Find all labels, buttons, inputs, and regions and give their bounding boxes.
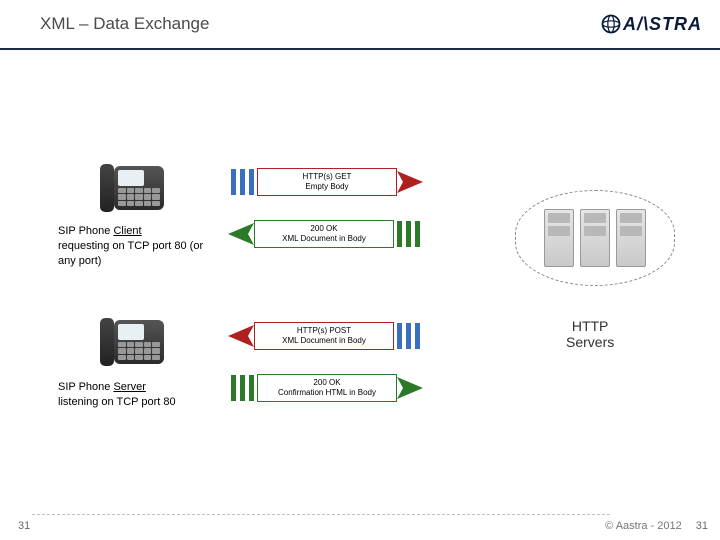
- server-cluster-label: HTTP Servers: [566, 318, 614, 350]
- msg-http-get: HTTP(s) GETEmpty Body: [228, 168, 423, 196]
- server-icon: [580, 209, 610, 267]
- caption-rest: requesting on TCP port 80 (or any port): [58, 240, 203, 267]
- slide-title: XML – Data Exchange: [40, 14, 209, 34]
- page-number-right: 31: [696, 520, 708, 532]
- brand-text: A/\STRA: [623, 14, 702, 35]
- sip-phone-client-icon: [96, 160, 174, 216]
- arrow-bars-icon: [397, 221, 420, 247]
- slide-footer: 31 © Aastra - 2012 31: [0, 512, 720, 540]
- msg-http-post: HTTP(s) POSTXML Document in Body: [228, 322, 423, 350]
- arrow-head-left-icon: [228, 221, 254, 247]
- caption-text: SIP Phone: [58, 381, 113, 393]
- msg-200-xml: 200 OKXML Document in Body: [228, 220, 423, 248]
- server-icon: [544, 209, 574, 267]
- caption-underline: Client: [113, 225, 141, 237]
- server-icon: [616, 209, 646, 267]
- brand-logo: A/\STRA: [601, 14, 702, 35]
- page-number-left: 31: [18, 520, 30, 532]
- label-line: Servers: [566, 334, 614, 350]
- message-label-box: HTTP(s) POSTXML Document in Body: [254, 322, 394, 350]
- diagram-stage: SIP Phone Client requesting on TCP port …: [0, 50, 720, 490]
- caption-underline: Server: [113, 381, 145, 393]
- message-label-box: 200 OKConfirmation HTML in Body: [257, 374, 397, 402]
- message-label-box: HTTP(s) GETEmpty Body: [257, 168, 397, 196]
- copyright-text: © Aastra - 2012: [605, 520, 682, 532]
- phone-client-caption: SIP Phone Client requesting on TCP port …: [58, 224, 218, 269]
- label-line: HTTP: [566, 318, 614, 334]
- slide-header: XML – Data Exchange A/\STRA: [0, 0, 720, 50]
- arrow-bars-icon: [231, 169, 254, 195]
- arrow-head-right-icon: [397, 375, 423, 401]
- sip-phone-server-icon: [96, 314, 174, 370]
- arrow-bars-icon: [397, 323, 420, 349]
- phone-server-caption: SIP Phone Server listening on TCP port 8…: [58, 380, 218, 410]
- arrow-head-left-icon: [228, 323, 254, 349]
- arrow-head-right-icon: [397, 169, 423, 195]
- brand-globe-icon: [601, 14, 621, 34]
- message-label-box: 200 OKXML Document in Body: [254, 220, 394, 248]
- footer-divider: [32, 514, 610, 515]
- arrow-bars-icon: [231, 375, 254, 401]
- server-cluster: [515, 190, 675, 286]
- msg-200-confirm: 200 OKConfirmation HTML in Body: [228, 374, 423, 402]
- caption-rest: listening on TCP port 80: [58, 396, 176, 408]
- caption-text: SIP Phone: [58, 225, 113, 237]
